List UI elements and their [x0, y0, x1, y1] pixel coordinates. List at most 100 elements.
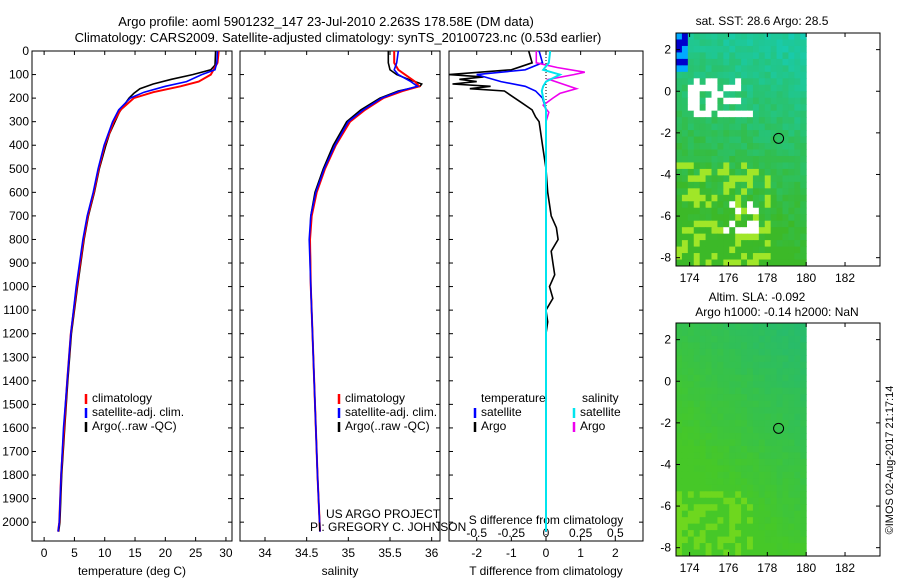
map-cell	[788, 458, 795, 466]
y-tick-label: 2	[664, 43, 671, 57]
map-cell	[687, 97, 695, 105]
map-cell	[723, 45, 730, 53]
map-cell	[747, 78, 754, 86]
map-cell	[723, 387, 730, 395]
map-cell	[717, 58, 724, 66]
map-cell	[741, 246, 748, 254]
map-cell	[752, 65, 760, 73]
map-cell	[687, 259, 695, 267]
map-cell	[687, 530, 695, 538]
map-cell	[711, 110, 718, 118]
map-cell	[800, 420, 807, 428]
map-cell	[693, 530, 701, 538]
x-axis-label: T difference from climatology	[469, 564, 623, 578]
map-cell	[794, 400, 801, 408]
map-cell	[687, 65, 695, 73]
map-cell	[705, 110, 712, 118]
map-cell	[729, 194, 736, 202]
map-cell	[711, 394, 718, 402]
map-cell	[717, 149, 724, 157]
map-cell	[717, 329, 724, 337]
map-cell	[770, 439, 778, 447]
map-cell	[764, 484, 772, 492]
map-cell	[758, 342, 766, 350]
map-cell	[782, 259, 789, 267]
map-cell	[782, 194, 789, 202]
map-cell	[800, 71, 807, 79]
map-cell	[770, 259, 778, 267]
map-cell	[747, 162, 754, 170]
map-cell	[735, 374, 742, 382]
map-cell	[764, 143, 772, 150]
map-cell	[693, 335, 701, 343]
y-tick-label: 100	[9, 68, 29, 82]
map-cell	[705, 52, 712, 60]
map-cell	[705, 478, 712, 486]
map-cell	[723, 484, 730, 492]
map-cell	[687, 445, 695, 453]
map-cell	[735, 355, 742, 363]
map-cell	[729, 149, 736, 157]
map-cell	[764, 342, 772, 350]
y-tick-label: 0	[664, 84, 671, 98]
map-cell	[676, 549, 683, 557]
difference-panel: -2 -1 0 1 2T difference from climatology-0.5…	[448, 50, 644, 578]
legend-label: satellite-adj. clim.	[345, 405, 437, 419]
map-cell	[788, 465, 795, 473]
x-tick-label: 176	[718, 271, 738, 285]
map-cell	[741, 478, 748, 486]
map-cell	[705, 214, 712, 222]
map-cell	[699, 387, 707, 395]
map-cell	[681, 233, 689, 241]
map-cell	[764, 71, 772, 79]
plot-frame	[31, 50, 233, 542]
map-cell	[705, 246, 712, 254]
map-cell	[764, 168, 772, 176]
x-tick-label: 30	[219, 546, 233, 560]
map-cell	[770, 227, 778, 235]
map-cell	[717, 471, 724, 479]
map-cell	[741, 323, 748, 330]
x-tick-label: 2	[612, 546, 619, 560]
map-cell	[717, 458, 724, 466]
map-cell	[747, 227, 754, 235]
map-cell	[729, 227, 736, 235]
map-cell	[693, 471, 701, 479]
map-cell	[681, 214, 689, 222]
map-cell	[687, 420, 695, 428]
legend-label: satellite	[580, 405, 621, 419]
map-cell	[676, 407, 683, 415]
map-cell	[676, 97, 683, 105]
map-cell	[758, 220, 766, 228]
map-cell	[711, 207, 718, 215]
map-cell	[752, 39, 760, 47]
map-cell	[800, 342, 807, 350]
map-cell	[735, 452, 742, 460]
map-cell	[752, 517, 760, 525]
map-cell	[735, 246, 742, 254]
map-cell	[752, 143, 760, 150]
map-cell	[717, 175, 724, 183]
x-tick-label: 35.5	[378, 546, 402, 560]
map-cell	[717, 143, 724, 150]
legend-title-salinity: salinity	[582, 391, 619, 405]
map-cell	[723, 123, 730, 131]
map-cell	[723, 227, 730, 235]
map-cell	[699, 84, 707, 92]
map-cell	[794, 233, 801, 241]
map-cell	[776, 220, 784, 228]
map-cell	[764, 478, 772, 486]
map-cell	[711, 426, 718, 434]
map-cell	[788, 207, 795, 215]
map-cell	[693, 523, 701, 531]
map-cell	[705, 465, 712, 473]
map-cell	[776, 387, 784, 395]
map-cell	[764, 162, 772, 170]
x2-tick-label: -0.5	[466, 526, 487, 540]
map-cell	[782, 458, 789, 466]
map-cell	[758, 374, 766, 382]
map-cell	[735, 240, 742, 248]
map-cell	[681, 342, 689, 350]
map-cell	[741, 368, 748, 376]
x-tick-label: 178	[757, 561, 777, 575]
